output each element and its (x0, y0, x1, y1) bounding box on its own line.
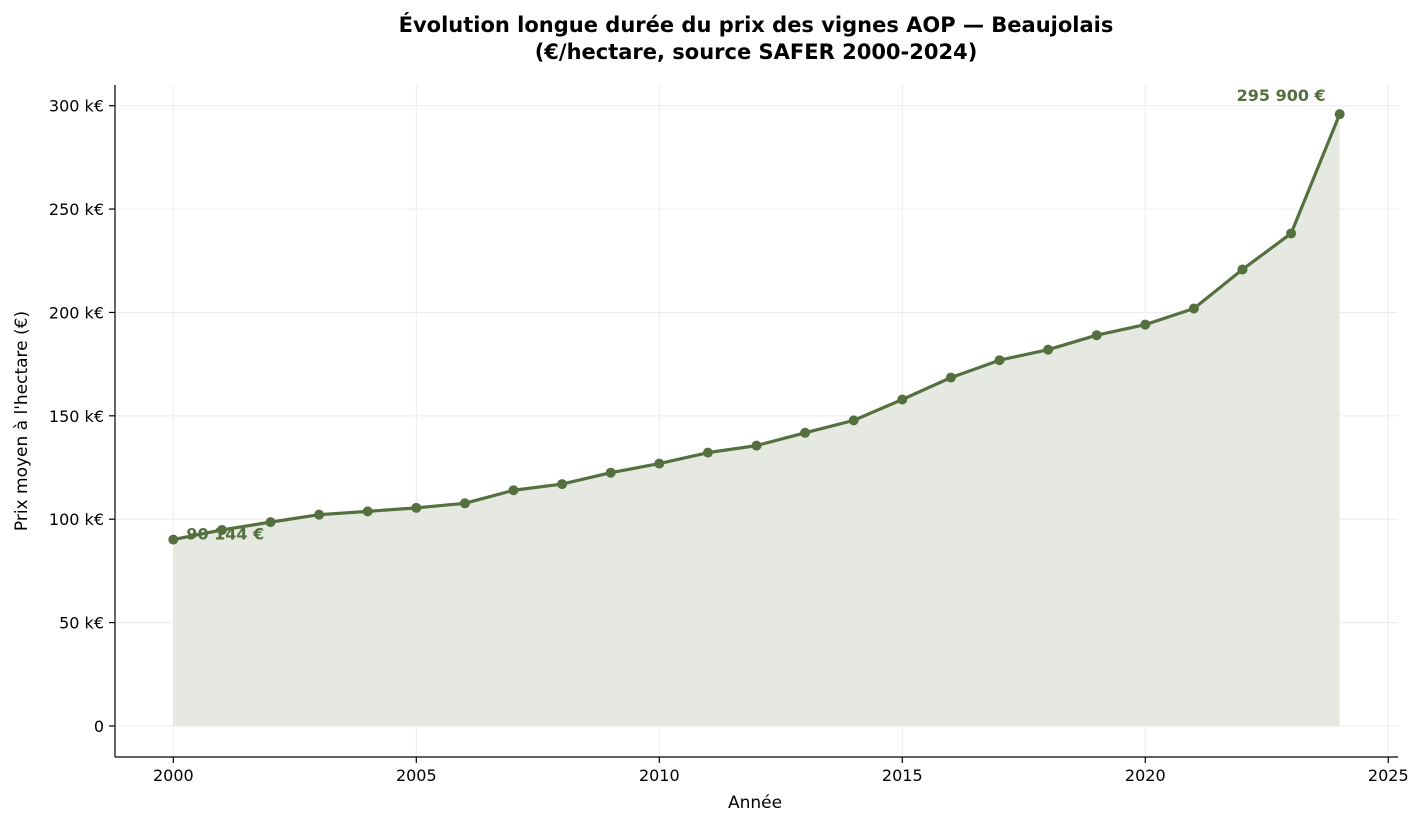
data-point-2011 (702, 447, 713, 458)
chart-title: Évolution longue durée du prix des vigne… (399, 12, 1114, 64)
end-value-annotation: 295 900 € (1237, 86, 1326, 105)
data-point-2002 (265, 517, 276, 528)
data-point-2018 (1043, 344, 1054, 355)
y-tick-label: 50 k€ (59, 614, 104, 633)
y-tick-label: 150 k€ (49, 407, 104, 426)
x-tick-label: 2025 (1368, 766, 1409, 785)
y-axis-label: Prix moyen à l'hectare (€) (12, 311, 32, 531)
data-point-2003 (314, 509, 325, 520)
data-point-2006 (459, 498, 470, 509)
data-point-2022 (1237, 264, 1248, 275)
data-point-2004 (362, 506, 373, 517)
data-point-2001 (216, 524, 227, 535)
y-tick-label: 300 k€ (49, 97, 104, 116)
data-points-layer (168, 109, 1345, 545)
data-point-2017 (994, 355, 1005, 366)
data-point-2021 (1188, 303, 1199, 314)
data-point-2015 (897, 394, 908, 405)
data-point-2000 (168, 534, 179, 545)
data-point-2013 (800, 427, 811, 438)
data-point-2020 (1140, 319, 1151, 330)
data-point-2012 (751, 440, 762, 451)
x-tick-label: 2000 (153, 766, 194, 785)
data-point-2016 (945, 372, 956, 383)
x-tick-label: 2010 (639, 766, 680, 785)
y-tick-label: 200 k€ (49, 303, 104, 322)
data-point-2024 (1334, 109, 1345, 120)
x-tick-label: 2015 (882, 766, 923, 785)
data-point-2008 (557, 479, 568, 490)
data-point-2010 (654, 458, 665, 469)
axes (109, 85, 1398, 763)
x-axis-label: Année (728, 793, 782, 813)
data-point-2014 (848, 415, 859, 426)
y-tick-label: 0 (94, 717, 104, 736)
y-tick-label: 100 k€ (49, 510, 104, 529)
area-fill (173, 114, 1340, 726)
y-tick-label: 250 k€ (49, 200, 104, 219)
x-tick-label: 2005 (396, 766, 437, 785)
x-tick-label: 2020 (1125, 766, 1166, 785)
area-fill-layer (173, 114, 1340, 726)
data-point-2019 (1091, 330, 1102, 341)
start-value-annotation: 90 144 € (186, 525, 264, 544)
data-point-2007 (508, 485, 519, 496)
data-point-2009 (605, 467, 616, 478)
data-point-2023 (1286, 228, 1297, 239)
chart-title-line1: Évolution longue durée du prix des vigne… (399, 12, 1114, 37)
chart-title-line2: (€/hectare, source SAFER 2000-2024) (535, 40, 978, 64)
data-point-2005 (411, 502, 422, 513)
tick-labels: 2000 2005 2010 2015 2020 2025 0 50 k€ 100 k€ 150 … (49, 97, 1409, 785)
